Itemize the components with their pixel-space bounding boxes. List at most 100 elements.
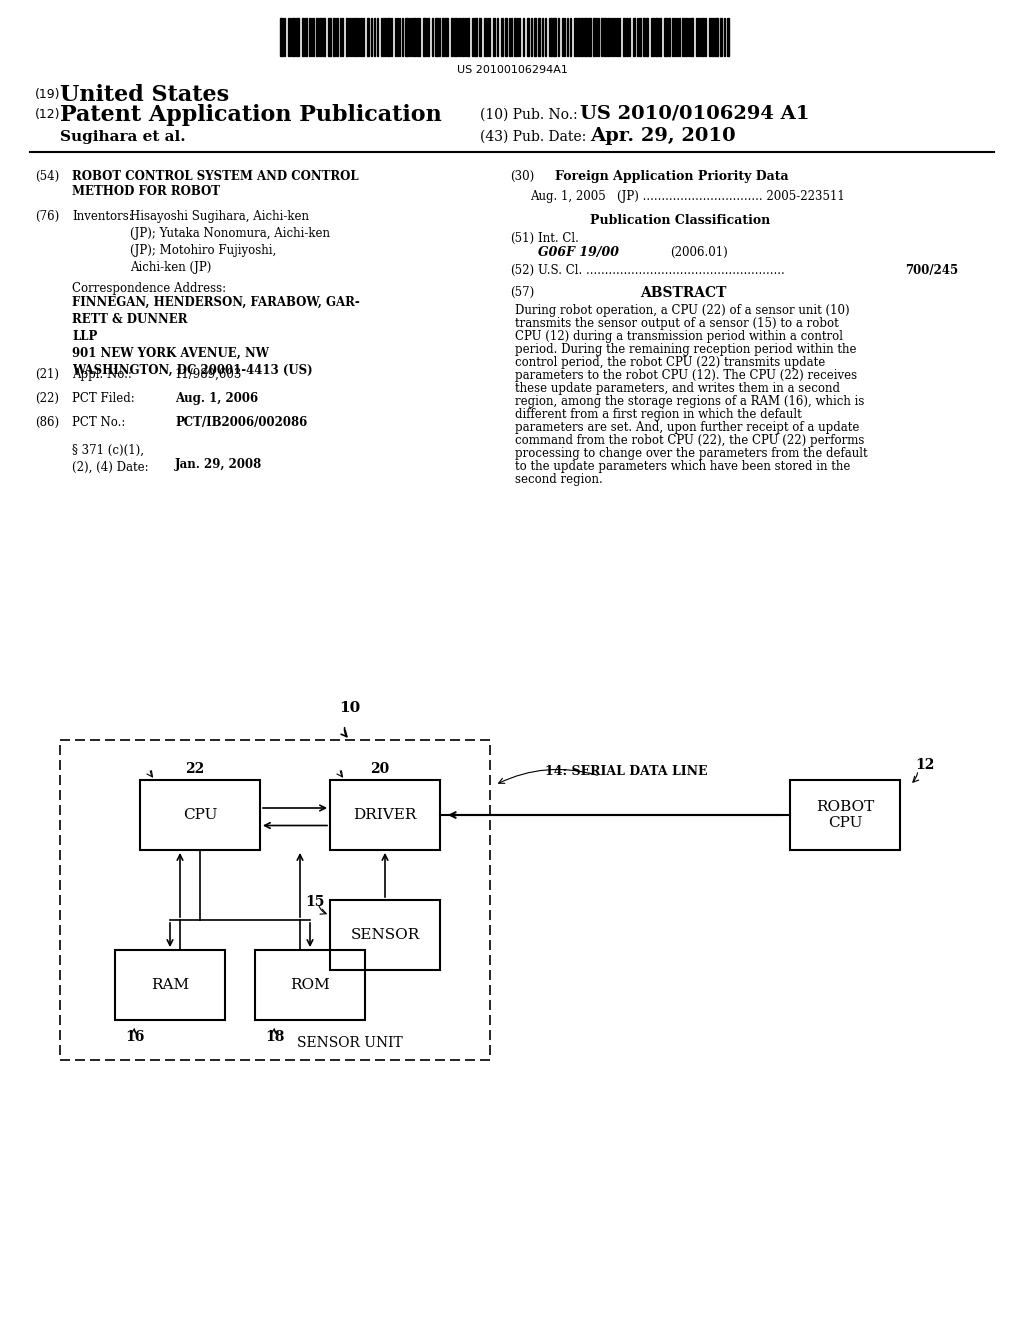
Bar [790, 780, 900, 850]
Text: Hisayoshi Sugihara, Aichi-ken
(JP); Yutaka Nonomura, Aichi-ken
(JP); Motohiro Fu: Hisayoshi Sugihara, Aichi-ken (JP); Yuta… [130, 210, 330, 275]
Text: 20: 20 [371, 762, 389, 776]
Bar [505, 18, 507, 55]
Bar [360, 18, 362, 55]
Bar [336, 18, 338, 55]
Text: 15: 15 [305, 895, 325, 909]
Text: DRIVER: DRIVER [353, 808, 417, 822]
Text: Aug. 1, 2006: Aug. 1, 2006 [175, 392, 258, 405]
Text: US 2010/0106294 A1: US 2010/0106294 A1 [580, 104, 810, 121]
Text: Sugihara et al.: Sugihara et al. [60, 129, 185, 144]
Text: these update parameters, and writes them in a second: these update parameters, and writes them… [515, 381, 840, 395]
Bar [115, 950, 225, 1020]
Bar [581, 18, 583, 55]
Bar [574, 18, 577, 55]
Text: RAM: RAM [151, 978, 189, 993]
Text: Appl. No.:: Appl. No.: [72, 368, 132, 381]
Bar [417, 18, 420, 55]
Bar [584, 18, 587, 55]
Bar [664, 18, 667, 55]
Bar [643, 18, 645, 55]
Bar [442, 18, 444, 55]
Text: (76): (76) [35, 210, 59, 223]
Bar [690, 18, 693, 55]
Text: U.S. Cl. .....................................................: U.S. Cl. ...............................… [538, 264, 784, 277]
Text: Correspondence Address:: Correspondence Address: [72, 282, 226, 294]
Bar [474, 18, 477, 55]
Text: command from the robot CPU (22), the CPU (22) performs: command from the robot CPU (22), the CPU… [515, 434, 864, 447]
Bar [702, 18, 705, 55]
Bar [413, 18, 416, 55]
Bar [328, 18, 331, 55]
Text: 14: SERIAL DATA LINE: 14: SERIAL DATA LINE [545, 766, 708, 777]
Text: ROBOT
CPU: ROBOT CPU [816, 800, 874, 830]
Text: (57): (57) [510, 286, 535, 300]
Bar [639, 18, 641, 55]
Bar [330, 900, 440, 970]
Bar [588, 18, 591, 55]
Bar [527, 18, 529, 55]
Text: processing to change over the parameters from the default: processing to change over the parameters… [515, 447, 867, 459]
Text: (2006.01): (2006.01) [670, 246, 728, 259]
Text: (52): (52) [510, 264, 535, 277]
Bar [451, 18, 453, 55]
Bar [626, 18, 628, 55]
Text: (10) Pub. No.:: (10) Pub. No.: [480, 108, 578, 121]
Bar [493, 18, 495, 55]
Bar [454, 18, 457, 55]
Bar [534, 18, 536, 55]
Text: control period, the robot CPU (22) transmits update: control period, the robot CPU (22) trans… [515, 356, 825, 370]
Text: (43) Pub. Date:: (43) Pub. Date: [480, 129, 587, 144]
Text: 10: 10 [339, 701, 360, 715]
Text: to the update parameters which have been stored in the: to the update parameters which have been… [515, 459, 850, 473]
Bar [423, 18, 426, 55]
Text: CPU: CPU [182, 808, 217, 822]
Bar [280, 18, 283, 55]
Text: Int. Cl.: Int. Cl. [538, 232, 579, 246]
Bar [292, 18, 295, 55]
Bar [406, 18, 408, 55]
Text: (54): (54) [35, 170, 59, 183]
Bar [355, 18, 357, 55]
Text: region, among the storage regions of a RAM (16), which is: region, among the storage regions of a R… [515, 395, 864, 408]
Bar [381, 18, 383, 55]
Bar [322, 18, 325, 55]
Bar [607, 18, 609, 55]
Text: parameters are set. And, upon further receipt of a update: parameters are set. And, upon further re… [515, 421, 859, 434]
Text: FINNEGAN, HENDERSON, FARABOW, GAR-
RETT & DUNNER
LLP
901 NEW YORK AVENUE, NW
WAS: FINNEGAN, HENDERSON, FARABOW, GAR- RETT … [72, 296, 359, 378]
Bar [578, 18, 580, 55]
Text: § 371 (c)(1),
(2), (4) Date:: § 371 (c)(1), (2), (4) Date: [72, 444, 148, 474]
Bar [646, 18, 648, 55]
Bar [709, 18, 711, 55]
Bar [538, 18, 540, 55]
Text: United States: United States [60, 84, 229, 106]
Bar [651, 18, 654, 55]
Bar [720, 18, 722, 55]
Bar [549, 18, 552, 55]
Text: Apr. 29, 2010: Apr. 29, 2010 [590, 127, 735, 145]
Text: (86): (86) [35, 416, 59, 429]
Text: ROBOT CONTROL SYSTEM AND CONTROL
METHOD FOR ROBOT: ROBOT CONTROL SYSTEM AND CONTROL METHOD … [72, 170, 358, 198]
Bar [668, 18, 670, 55]
Text: Foreign Application Priority Data: Foreign Application Priority Data [555, 170, 788, 183]
Text: second region.: second region. [515, 473, 603, 486]
Text: parameters to the robot CPU (12). The CPU (22) receives: parameters to the robot CPU (12). The CP… [515, 370, 857, 381]
Bar [479, 18, 481, 55]
Text: different from a first region in which the default: different from a first region in which t… [515, 408, 802, 421]
Bar [305, 18, 307, 55]
Bar [296, 18, 299, 55]
Text: (19): (19) [35, 88, 60, 102]
Bar [715, 18, 718, 55]
Bar [384, 18, 386, 55]
Bar [333, 18, 335, 55]
Text: PCT/IB2006/002086: PCT/IB2006/002086 [175, 416, 307, 429]
Bar [514, 18, 516, 55]
Text: PCT Filed:: PCT Filed: [72, 392, 135, 405]
Text: US 20100106294A1: US 20100106294A1 [457, 65, 567, 75]
Bar [330, 780, 440, 850]
Text: CPU (12) during a transmission period within a control: CPU (12) during a transmission period wi… [515, 330, 843, 343]
Text: 18: 18 [265, 1030, 285, 1044]
Text: Patent Application Publication: Patent Application Publication [60, 104, 441, 125]
Bar [255, 950, 365, 1020]
Bar [655, 18, 658, 55]
Bar [685, 18, 687, 55]
